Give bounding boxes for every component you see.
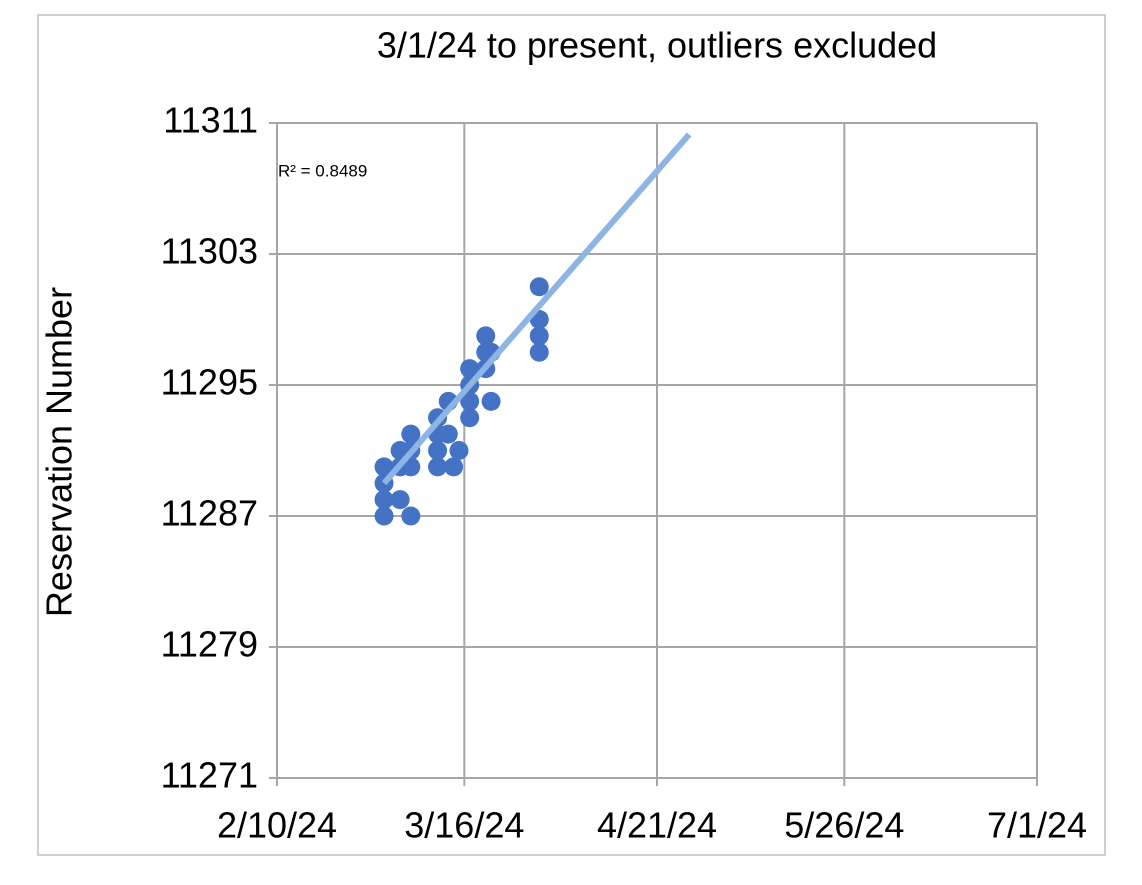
data-point <box>481 391 501 411</box>
data-point <box>428 457 448 477</box>
data-point <box>460 359 480 379</box>
data-point <box>460 391 480 411</box>
data-point <box>449 441 469 460</box>
data-point <box>374 506 394 526</box>
data-point <box>428 441 448 460</box>
data-point <box>529 342 549 362</box>
data-point <box>444 457 464 477</box>
trendline <box>381 132 692 486</box>
y-axis-label: Reservation Number <box>39 287 80 617</box>
data-point <box>401 424 421 444</box>
data-point <box>401 506 421 526</box>
data-point <box>460 408 480 428</box>
y-tick-label: 11311 <box>163 100 258 141</box>
x-tick-label: 4/21/24 <box>597 805 717 846</box>
r-squared-annotation: R² = 0.8489 <box>278 161 367 180</box>
y-tick-label: 11303 <box>161 231 258 272</box>
y-tick-label: 11287 <box>161 493 258 534</box>
x-tick-label: 3/16/24 <box>404 805 524 846</box>
y-tick-label: 11271 <box>161 755 258 796</box>
data-point <box>374 457 394 477</box>
x-tick-label: 5/26/24 <box>784 805 904 846</box>
x-tick-label: 7/1/24 <box>987 805 1087 846</box>
chart-title: 3/1/24 to present, outliers excluded <box>377 25 937 66</box>
data-point <box>476 326 496 346</box>
x-tick-label: 2/10/24 <box>217 805 337 846</box>
data-point <box>529 277 549 297</box>
data-point <box>438 424 458 444</box>
y-tick-label: 11279 <box>161 624 258 665</box>
y-tick-label: 11295 <box>161 362 258 403</box>
data-point <box>529 326 549 346</box>
data-point <box>374 490 394 510</box>
chart-border <box>37 14 1106 856</box>
data-point <box>390 490 410 510</box>
